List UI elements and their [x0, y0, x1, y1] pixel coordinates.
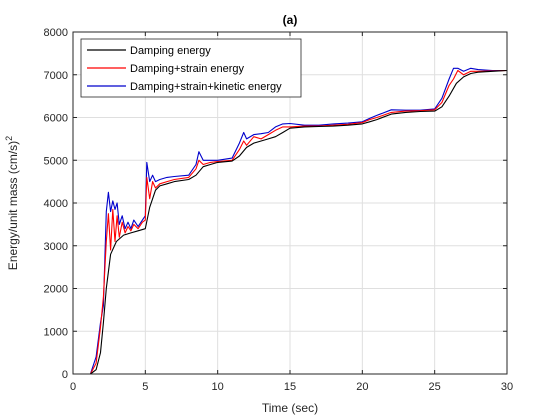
- y-tick-label: 6000: [44, 113, 68, 125]
- y-axis-label-superscript: 2: [4, 136, 14, 141]
- series-line-damping-strain-kinetic: [73, 67, 507, 375]
- y-tick-label: 0: [62, 369, 68, 381]
- series-layer: [73, 67, 508, 375]
- legend: Damping energy Damping+strain energy Dam…: [80, 38, 302, 98]
- y-axis-label-main: Energy/unit mass (cm/s): [6, 141, 20, 270]
- x-tick-label: 10: [212, 381, 224, 393]
- legend-label-damping-strain-kinetic: Damping+strain+kinetic energy: [130, 81, 282, 93]
- y-tick-label: 3000: [44, 241, 68, 253]
- axis-ticks: 0 5 10 15 20 25 30 0 1000 2000 3000 4000 5000 6000 700…: [44, 27, 514, 393]
- x-tick-label: 30: [501, 381, 513, 393]
- series-line-damping: [73, 69, 508, 375]
- chart-title: (a): [283, 13, 298, 27]
- x-tick-label: 15: [284, 381, 296, 393]
- x-tick-label: 0: [70, 381, 76, 393]
- x-tick-label: 20: [356, 381, 368, 393]
- legend-label-damping: Damping energy: [130, 45, 211, 57]
- y-tick-label: 7000: [44, 70, 68, 82]
- x-tick-label: 25: [429, 381, 441, 393]
- y-tick-label: 2000: [44, 284, 68, 296]
- y-tick-label: 5000: [44, 155, 68, 167]
- x-axis-label: Time (sec): [262, 401, 318, 415]
- y-tick-label: 8000: [44, 27, 68, 39]
- y-tick-label: 1000: [44, 326, 68, 338]
- y-axis-label: Energy/unit mass (cm/s)2: [4, 136, 20, 270]
- y-tick-label: 4000: [44, 198, 68, 210]
- series-line-damping-strain: [73, 69, 508, 375]
- legend-label-damping-strain: Damping+strain energy: [130, 63, 245, 75]
- x-tick-label: 5: [142, 381, 148, 393]
